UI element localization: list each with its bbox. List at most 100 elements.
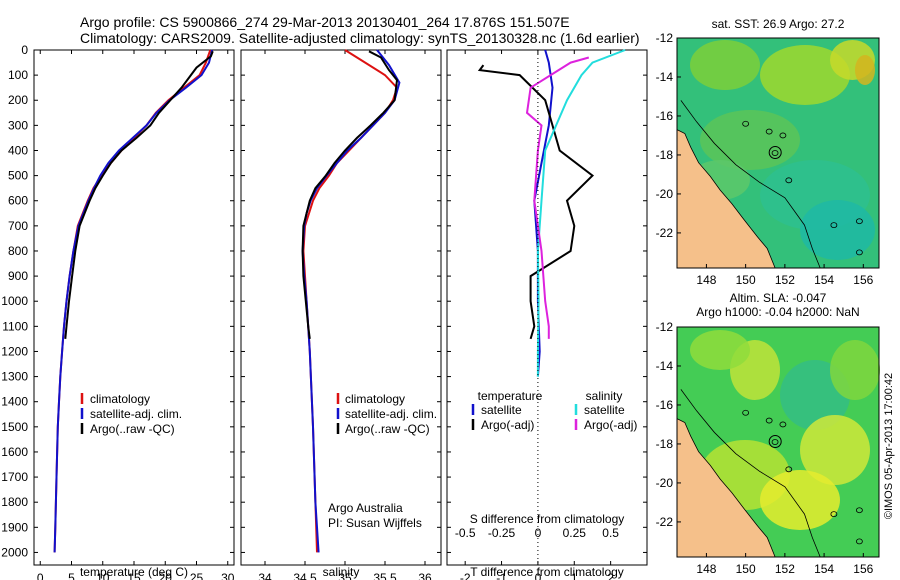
map-field-patch [760,470,840,530]
y-tick-label: 1000 [1,294,28,308]
y-tick-label: 500 [8,169,28,183]
top-tick-label: 0 [535,526,542,540]
shelf-contour [680,100,821,269]
x-tick-label-salinity: 34.5 [293,571,317,580]
map-x-tick-label: 148 [696,273,716,287]
chart-title-line2: Climatology: CARS2009. Satellite-adjuste… [80,30,640,46]
y-tick-label: 400 [8,143,28,157]
reef-outline [765,128,773,135]
map-y-tick-label: -18 [656,437,674,451]
x-axis-label-differences: T difference from climatology [470,565,624,579]
x-tick-label-salinity: 36 [418,571,432,580]
legend-label-sal: climatology [345,392,405,406]
legend-label-diff: satellite [584,403,625,417]
map-field-patch [690,330,750,370]
top-tick-label: -0.5 [455,526,476,540]
argo-float-marker [768,146,782,160]
map-field-patch [690,40,760,90]
reef-outline [830,222,838,229]
y-tick-label: 1100 [2,319,28,333]
y-tick-label: 1700 [1,470,28,484]
map-x-tick-label: 150 [736,562,756,576]
annotation-pi: PI: Susan Wijffels [328,516,422,530]
legend-title-salinity: salinity [586,389,623,403]
x-tick-label-salinity: 34 [258,571,272,580]
legend-label-temp: climatology [90,392,150,406]
reef-outline [785,466,793,473]
x-tick-label-differences: -2 [460,571,471,580]
map-y-tick-label: -22 [656,515,674,529]
map-field-patch [800,200,875,260]
map-y-tick-label: -14 [656,359,674,373]
x-tick-label-salinity: 35 [338,571,352,580]
map-y-tick-label: -14 [656,70,674,84]
argo-float-marker [768,435,782,449]
legend-label-diff: satellite [481,403,522,417]
axes-frame-temperature [33,49,235,566]
sla-map-title-line1: Altim. SLA: -0.047 [730,291,827,305]
y-tick-label: 1900 [1,520,28,534]
top-tick-label: 0.5 [602,526,619,540]
map-y-tick-label: -20 [656,187,674,201]
map-y-tick-label: -16 [656,398,674,412]
legend-label-diff: Argo(-adj) [584,418,637,432]
reef-outline [742,409,750,416]
x-axis-label-temperature: temperature (deg C) [80,565,188,579]
sla-map-title-line2: Argo h1000: -0.04 h2000: NaN [696,305,859,319]
x-tick-label-differences: -1 [496,571,507,580]
map-field-patch [700,110,800,170]
x-tick-label-temperature: 0 [37,571,44,580]
map-x-tick-label: 148 [696,562,716,576]
map-y-tick-label: -12 [656,31,674,45]
y-tick-label: 300 [8,118,28,132]
imos-timestamp: ©IMOS 05-Apr-2013 17:00:42 [883,373,895,519]
map-x-tick-label: 154 [814,562,834,576]
reef-outline [779,421,787,428]
y-tick-label: 1400 [1,395,28,409]
reef-outline [830,511,838,518]
legend-label-diff: Argo(-adj) [481,418,534,432]
annotation-institution: Argo Australia [328,501,403,515]
reef-outline [785,177,793,184]
series-line-t-argo-adj- [477,64,595,340]
map-y-tick-label: -18 [656,148,674,162]
legend-label-sal: Argo(..raw -QC) [345,422,430,436]
map-x-tick-label: 156 [853,273,873,287]
y-tick-label: 2000 [1,545,28,559]
x-tick-label-differences: 2 [607,571,614,580]
x-tick-label-differences: 1 [571,571,578,580]
top-tick-label: 0.25 [563,526,587,540]
map-x-tick-label: 152 [775,273,795,287]
map-frame-sla-map [676,326,880,558]
reef-outline [742,120,750,127]
legend-label-temp: Argo(..raw -QC) [90,422,175,436]
reef-outline [771,150,779,156]
series-line-argo-raw-qc- [64,50,214,339]
x-tick-label-salinity: 35.5 [373,571,397,580]
chart-title-line1: Argo profile: CS 5900866_274 29-Mar-2013… [80,14,570,30]
x-tick-label-temperature: 20 [159,571,173,580]
reef-outline [855,507,863,514]
y-tick-label: 900 [8,269,28,283]
axes-frame-salinity [240,49,442,566]
y-tick-label: 800 [8,244,28,258]
map-x-tick-label: 150 [736,273,756,287]
y-tick-label: 600 [8,194,28,208]
x-tick-label-temperature: 5 [68,571,75,580]
map-y-tick-label: -12 [656,320,674,334]
y-tick-label: 0 [21,43,28,57]
y-tick-label: 1600 [1,445,28,459]
top-tick-label: -0.25 [488,526,516,540]
series-line-argo-raw-qc- [301,50,399,340]
top-axis-label: S difference from climatology [470,512,625,526]
x-tick-label-temperature: 25 [190,571,204,580]
map-field-patch [760,45,850,105]
map-field-patch [830,340,880,400]
map-x-tick-label: 156 [853,562,873,576]
y-tick-label: 1500 [1,420,28,434]
reef-outline [771,439,779,445]
reef-outline [855,538,863,545]
legend-title-temperature: temperature [478,389,543,403]
map-field-patch [855,55,875,85]
